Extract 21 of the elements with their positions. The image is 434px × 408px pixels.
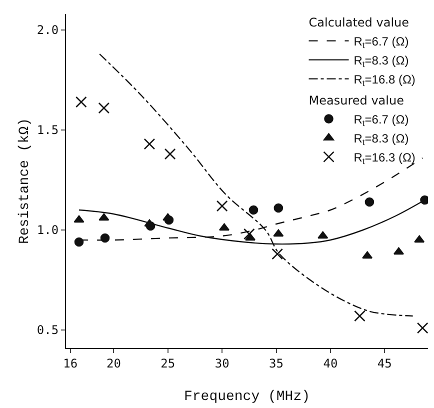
x-tick-label: 16 (63, 356, 78, 370)
x-tick-label: 40 (323, 356, 338, 370)
x-tick-label: 30 (214, 356, 230, 370)
x-tick-label: 20 (106, 356, 121, 370)
y-tick-label: 1.0 (36, 223, 59, 238)
legend-label: R$_{t}$=16.8 (Ω) (354, 72, 416, 88)
annotation: Measured value (308, 94, 404, 108)
y-tick-label: 1.5 (36, 123, 59, 138)
x-tick-label: 35 (269, 356, 284, 370)
x-tick-label: 45 (377, 356, 392, 370)
y-tick-label: 0.5 (36, 323, 59, 338)
x-tick-label: 25 (160, 356, 176, 370)
y-axis-title: Resistance (kΩ) (17, 118, 33, 244)
x-axis-title: Frequency (MHz) (184, 389, 310, 405)
y-tick-label: 2.0 (36, 23, 59, 38)
annotation: Calculated value (308, 16, 410, 30)
legend-label: R$_{t}$=16.3 (Ω) (354, 150, 416, 166)
legend-label: R$_{t}$=8.3 (Ω) (354, 54, 409, 70)
legend-label: R$_{t}$=6.7 (Ω) (354, 34, 409, 50)
legend-label: R$_{t}$=6.7 (Ω) (354, 112, 409, 128)
legend-label: R$_{t}$=8.3 (Ω) (354, 132, 409, 148)
